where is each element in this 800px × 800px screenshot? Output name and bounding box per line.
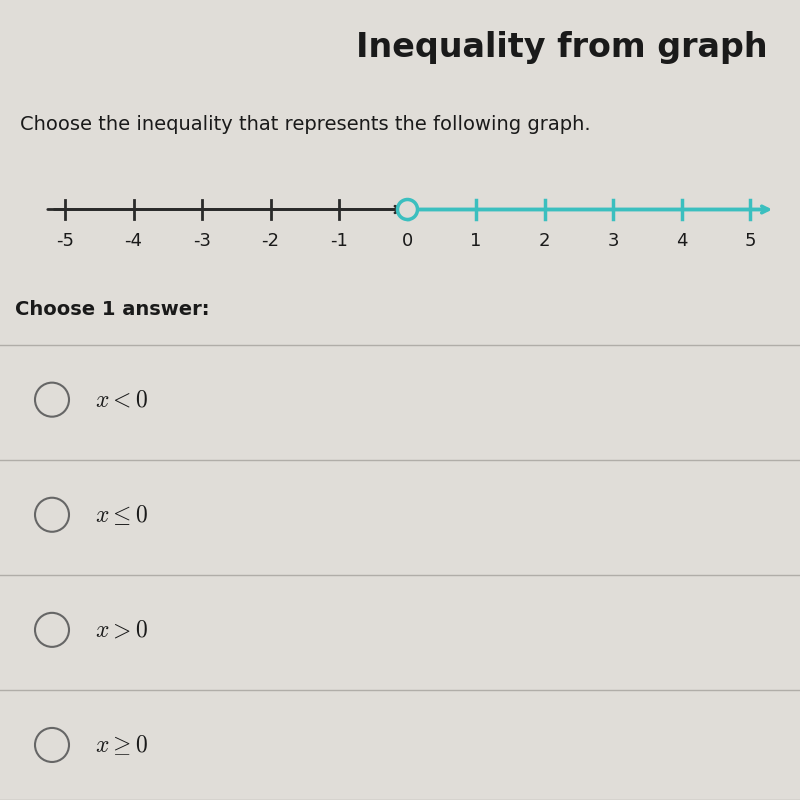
Text: Inequality from graph: Inequality from graph	[356, 31, 768, 64]
Text: A: A	[47, 392, 57, 407]
Text: B: B	[46, 507, 58, 522]
Circle shape	[35, 613, 69, 647]
Text: Choose 1 answer:: Choose 1 answer:	[15, 300, 210, 319]
Text: 2: 2	[538, 231, 550, 250]
Text: 4: 4	[676, 231, 687, 250]
Text: $x < 0$: $x < 0$	[95, 388, 148, 412]
Text: C: C	[46, 622, 58, 638]
Text: $x > 0$: $x > 0$	[95, 618, 148, 642]
Circle shape	[35, 382, 69, 417]
Text: $x \leq 0$: $x \leq 0$	[95, 502, 148, 526]
Text: $x \geq 0$: $x \geq 0$	[95, 733, 148, 757]
Text: D: D	[46, 738, 58, 753]
Text: -3: -3	[193, 231, 211, 250]
Text: -2: -2	[262, 231, 279, 250]
Circle shape	[35, 728, 69, 762]
Circle shape	[35, 498, 69, 532]
Circle shape	[398, 199, 418, 219]
Text: -5: -5	[56, 231, 74, 250]
Text: Choose the inequality that represents the following graph.: Choose the inequality that represents th…	[20, 115, 590, 134]
Text: 0: 0	[402, 231, 413, 250]
Text: 1: 1	[470, 231, 482, 250]
Text: -1: -1	[330, 231, 348, 250]
Text: 3: 3	[607, 231, 618, 250]
Text: 5: 5	[744, 231, 756, 250]
Text: -4: -4	[125, 231, 142, 250]
